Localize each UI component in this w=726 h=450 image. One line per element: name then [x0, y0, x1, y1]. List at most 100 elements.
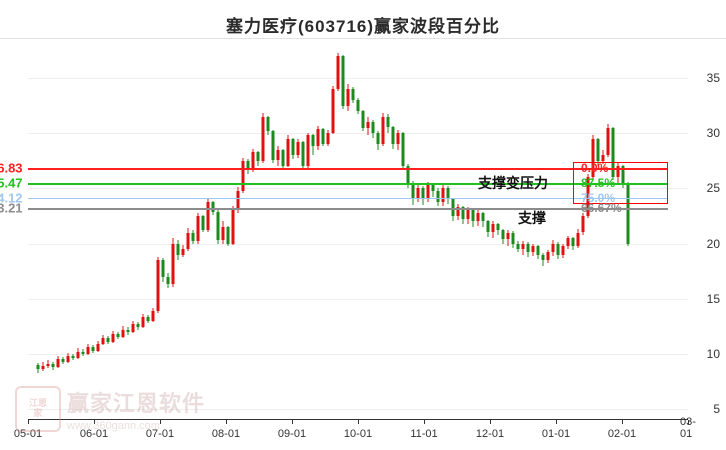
candle-body[interactable] — [332, 89, 335, 133]
candle-body[interactable] — [77, 352, 80, 359]
candle-body[interactable] — [242, 161, 245, 191]
candle-body[interactable] — [282, 150, 285, 167]
candle-body[interactable] — [542, 255, 545, 261]
candle-body[interactable] — [197, 216, 200, 241]
candle-body[interactable] — [257, 152, 260, 161]
candle-body[interactable] — [487, 221, 490, 232]
candle-body[interactable] — [442, 188, 445, 201]
candle-body[interactable] — [412, 183, 415, 200]
candle-body[interactable] — [127, 330, 130, 332]
candle-body[interactable] — [97, 344, 100, 351]
candle-body[interactable] — [87, 347, 90, 354]
candle-body[interactable] — [572, 238, 575, 246]
candle-body[interactable] — [337, 56, 340, 89]
candle-body[interactable] — [347, 89, 350, 106]
candle-body[interactable] — [82, 352, 85, 354]
candle-body[interactable] — [497, 224, 500, 231]
candle-body[interactable] — [597, 139, 600, 161]
candle-body[interactable] — [67, 356, 70, 362]
candle-body[interactable] — [492, 224, 495, 233]
candle-body[interactable] — [142, 317, 145, 327]
candle-body[interactable] — [267, 117, 270, 131]
candle-body[interactable] — [602, 155, 605, 161]
candle-body[interactable] — [272, 131, 275, 160]
candle-body[interactable] — [432, 185, 435, 191]
candle-body[interactable] — [187, 233, 190, 250]
candle-body[interactable] — [302, 142, 305, 166]
candle-body[interactable] — [62, 359, 65, 361]
candle-body[interactable] — [182, 249, 185, 255]
candle-body[interactable] — [352, 89, 355, 100]
candle-body[interactable] — [322, 129, 325, 144]
candle-body[interactable] — [102, 338, 105, 344]
candle-body[interactable] — [132, 324, 135, 332]
candle-body[interactable] — [392, 127, 395, 145]
candle-body[interactable] — [397, 133, 400, 144]
candle-body[interactable] — [312, 135, 315, 146]
candle-body[interactable] — [227, 227, 230, 244]
candle-body[interactable] — [42, 366, 45, 369]
candle-body[interactable] — [367, 122, 370, 128]
candle-body[interactable] — [327, 133, 330, 144]
candle-body[interactable] — [547, 252, 550, 260]
candle-body[interactable] — [217, 212, 220, 241]
candle-body[interactable] — [532, 246, 535, 253]
candle-body[interactable] — [202, 216, 205, 230]
candle-body[interactable] — [167, 277, 170, 285]
candle-body[interactable] — [382, 117, 385, 145]
candle-body[interactable] — [177, 244, 180, 255]
candle-body[interactable] — [537, 246, 540, 255]
candle-body[interactable] — [577, 233, 580, 246]
candle-body[interactable] — [72, 356, 75, 358]
candle-body[interactable] — [372, 122, 375, 133]
candle-body[interactable] — [107, 338, 110, 341]
candle-body[interactable] — [507, 233, 510, 240]
candle-body[interactable] — [92, 347, 95, 350]
candle-body[interactable] — [37, 365, 40, 369]
candle-body[interactable] — [122, 330, 125, 338]
candle-body[interactable] — [47, 364, 50, 366]
candle-body[interactable] — [472, 210, 475, 221]
candle-body[interactable] — [567, 238, 570, 246]
candle-body[interactable] — [562, 246, 565, 255]
candle-body[interactable] — [172, 244, 175, 285]
candle-body[interactable] — [522, 244, 525, 250]
candle-body[interactable] — [467, 210, 470, 219]
candle-body[interactable] — [152, 311, 155, 321]
candle-body[interactable] — [482, 213, 485, 222]
candle-body[interactable] — [317, 129, 320, 147]
candle-body[interactable] — [277, 150, 280, 160]
candle-body[interactable] — [437, 191, 440, 202]
candle-body[interactable] — [207, 202, 210, 231]
candle-body[interactable] — [607, 128, 610, 156]
candle-body[interactable] — [557, 244, 560, 255]
candle-body[interactable] — [232, 210, 235, 243]
candle-body[interactable] — [377, 133, 380, 144]
candle-body[interactable] — [162, 260, 165, 277]
candle-body[interactable] — [252, 152, 255, 169]
candle-body[interactable] — [502, 230, 505, 239]
candle-body[interactable] — [357, 100, 360, 111]
candle-body[interactable] — [342, 56, 345, 106]
candle-body[interactable] — [147, 317, 150, 320]
candle-body[interactable] — [292, 139, 295, 156]
candle-body[interactable] — [112, 334, 115, 342]
candle-body[interactable] — [287, 139, 290, 167]
candle-body[interactable] — [512, 233, 515, 244]
candle-body[interactable] — [57, 359, 60, 367]
candle-body[interactable] — [222, 227, 225, 240]
candle-body[interactable] — [527, 244, 530, 253]
candle-body[interactable] — [262, 117, 265, 161]
candle-body[interactable] — [137, 324, 140, 327]
candle-body[interactable] — [117, 334, 120, 337]
candle-body[interactable] — [212, 202, 215, 212]
candle-body[interactable] — [517, 244, 520, 250]
candle-body[interactable] — [387, 117, 390, 127]
candle-body[interactable] — [157, 260, 160, 311]
candle-body[interactable] — [552, 244, 555, 253]
plot-area[interactable]: 5 10 15 20 25 30 35 05-01 06-01 07-01 08-01 09-01 10… — [28, 45, 688, 420]
candle-body[interactable] — [362, 111, 365, 128]
candle-body[interactable] — [192, 233, 195, 242]
candle-body[interactable] — [582, 216, 585, 233]
candle-body[interactable] — [307, 135, 310, 166]
